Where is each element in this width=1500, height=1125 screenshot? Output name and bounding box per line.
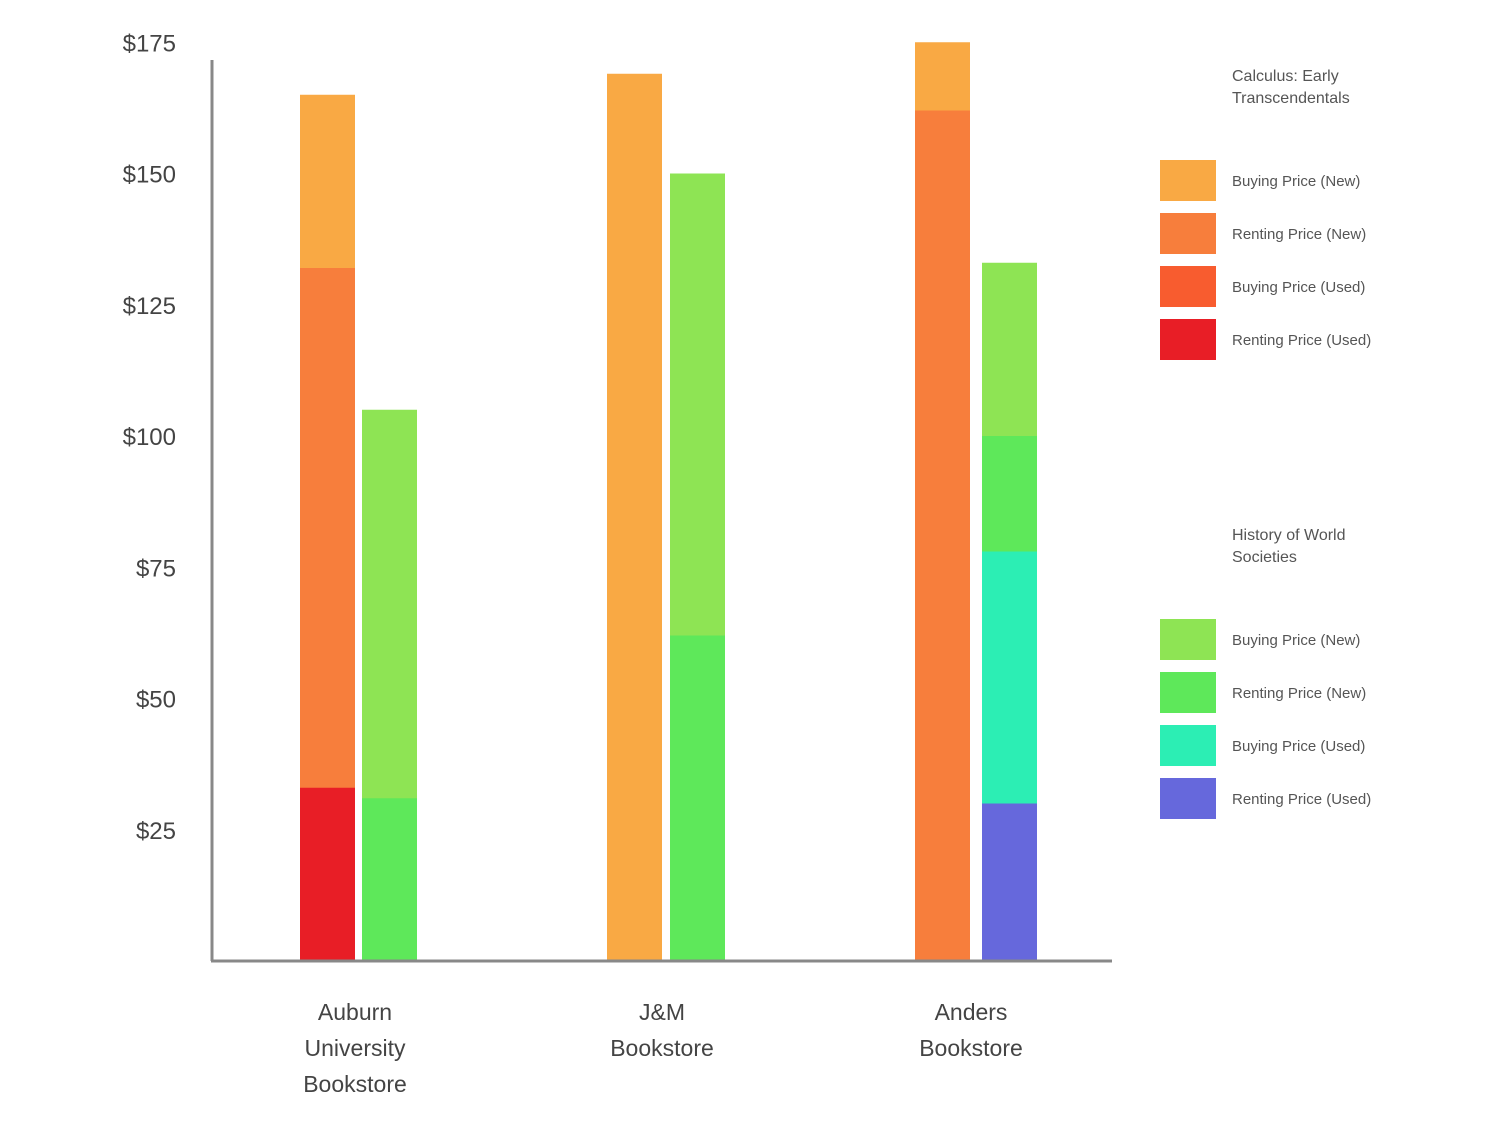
y-tick-label: $100 [123,424,176,451]
legend-title-history: History of World [1232,527,1346,544]
category-label-anders: Bookstore [919,1035,1023,1061]
legend-label-calculus-renting-price-new: Renting Price (New) [1232,226,1366,243]
legend-swatch-history-buying-price-new [1160,619,1216,660]
legend-label-history-renting-price-used: Renting Price (Used) [1232,791,1371,808]
category-label-auburn: Bookstore [303,1071,407,1097]
legend-title-calculus: Transcendentals [1232,90,1350,107]
y-tick-label: $150 [123,162,176,189]
y-tick-label: $50 [136,687,176,714]
legend-swatch-history-buying-price-used [1160,725,1216,766]
y-tick-labels: $25 $50 $75 $100 $125 $150 $175 [123,30,176,845]
category-label-auburn: Auburn [318,999,392,1025]
legend-label-calculus-buying-price-new: Buying Price (New) [1232,173,1360,190]
legend-title-calculus: Calculus: Early [1232,68,1339,85]
bar-history-jm-renting-price-new [670,635,725,961]
bar-calculus-auburn-renting-price-used [300,787,355,961]
bar-calculus-jm-buying-price-new [607,73,662,961]
legend-swatch-calculus-renting-price-used [1160,319,1216,360]
y-tick-label: $75 [136,555,176,582]
legend-label-history-buying-price-new: Buying Price (New) [1232,632,1360,649]
legend-label-history-buying-price-used: Buying Price (Used) [1232,738,1365,755]
y-tick-label: $175 [123,30,176,57]
legend-swatch-history-renting-price-new [1160,672,1216,713]
bars-group [300,42,1037,961]
y-tick-label: $25 [136,818,176,845]
category-label-auburn: University [305,1035,406,1061]
legend-label-calculus-renting-price-used: Renting Price (Used) [1232,332,1371,349]
category-label-jm: J&M [639,999,685,1025]
legend-label-history-renting-price-new: Renting Price (New) [1232,685,1366,702]
bar-history-auburn-renting-price-new [362,798,417,961]
legend-swatch-history-renting-price-used [1160,778,1216,819]
bar-calculus-anders-renting-price-new [915,110,970,961]
legend-label-calculus-buying-price-used: Buying Price (Used) [1232,279,1365,296]
legend-swatch-calculus-renting-price-new [1160,213,1216,254]
axes-group [210,60,1112,963]
category-label-anders: Anders [935,999,1008,1025]
category-label-jm: Bookstore [610,1035,714,1061]
legend-swatch-calculus-buying-price-new [1160,160,1216,201]
legend: Calculus: Early Transcendentals Buying Pri… [1160,68,1371,819]
legend-swatch-calculus-buying-price-used [1160,266,1216,307]
bar-history-anders-renting-price-used [982,803,1037,961]
category-labels: Auburn University Bookstore J&M Bookstore And… [303,999,1023,1097]
legend-title-history: Societies [1232,549,1297,566]
y-tick-label: $125 [123,293,176,320]
